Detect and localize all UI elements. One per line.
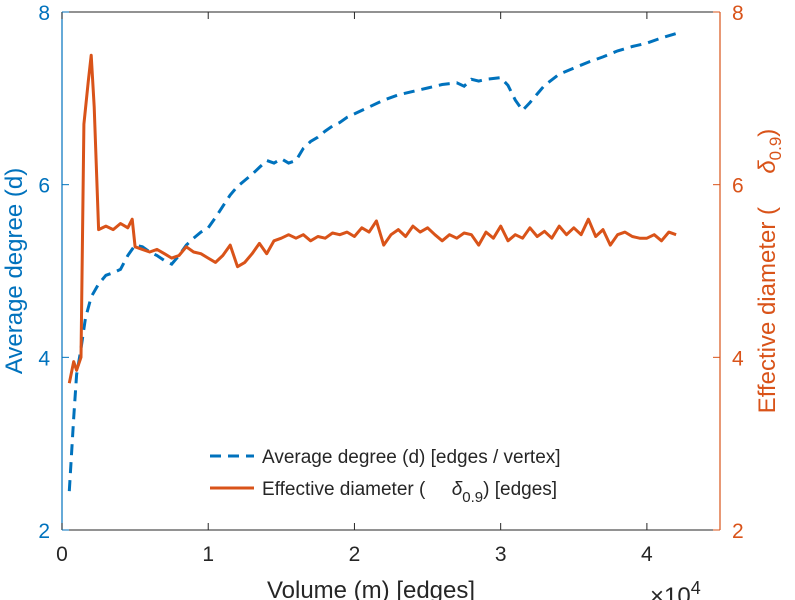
legend-label-delta: δ (452, 479, 463, 500)
x-tick-label: 0 (56, 543, 68, 566)
left-y-tick-label: 8 (38, 2, 50, 25)
legend-label-effective-diameter: Effective diameter ( δ0.9) [edges] (262, 479, 557, 506)
right-title-space (754, 174, 781, 207)
x-tick-label: 1 (202, 543, 214, 566)
x-axis-title: Volume (m) [edges] (267, 577, 475, 600)
left-y-tick-label: 6 (38, 175, 50, 198)
right-y-tick-label: 2 (732, 520, 744, 543)
left-y-axis-title: Average degree (d) (1, 168, 28, 374)
right-y-tick-label: 8 (732, 2, 744, 25)
right-y-tick-label: 4 (732, 347, 744, 370)
legend: Average degree (d) [edges / vertex] Effe… (210, 447, 561, 506)
legend-label-average-degree: Average degree (d) [edges / vertex] (262, 447, 561, 468)
right-title-delta: δ (754, 160, 781, 174)
right-title-subscript: 0.9 (766, 137, 785, 161)
legend-label-subscript: 0.9 (462, 489, 483, 506)
right-y-axis-title: Effective diameter ( δ0.9) (754, 129, 785, 414)
axis-ticks: 0 1 2 3 4 2 4 6 8 2 4 6 8 (38, 2, 744, 566)
x-tick-label: 3 (495, 543, 507, 566)
legend-label-suffix: ) [edges] (483, 479, 557, 500)
legend-label-space (425, 479, 451, 500)
left-y-tick-label: 4 (38, 347, 50, 370)
right-title-suffix: ) (754, 129, 781, 137)
x-tick-label: 4 (641, 543, 653, 566)
legend-label-prefix: Effective diameter ( (262, 479, 426, 500)
x-axis-scale-label: ×104 (650, 578, 701, 600)
effective-diameter-series-line (67, 53, 677, 384)
right-title-prefix: Effective diameter ( (754, 207, 781, 413)
x-tick-label: 2 (349, 543, 361, 566)
left-y-tick-label: 2 (38, 520, 50, 543)
x-scale-exponent: 4 (691, 578, 701, 598)
right-y-tick-label: 6 (732, 175, 744, 198)
axes-frame (61, 11, 721, 531)
series-layer (67, 32, 677, 492)
x-scale-times: ×10 (650, 583, 691, 600)
average-degree-series-line (67, 32, 677, 492)
